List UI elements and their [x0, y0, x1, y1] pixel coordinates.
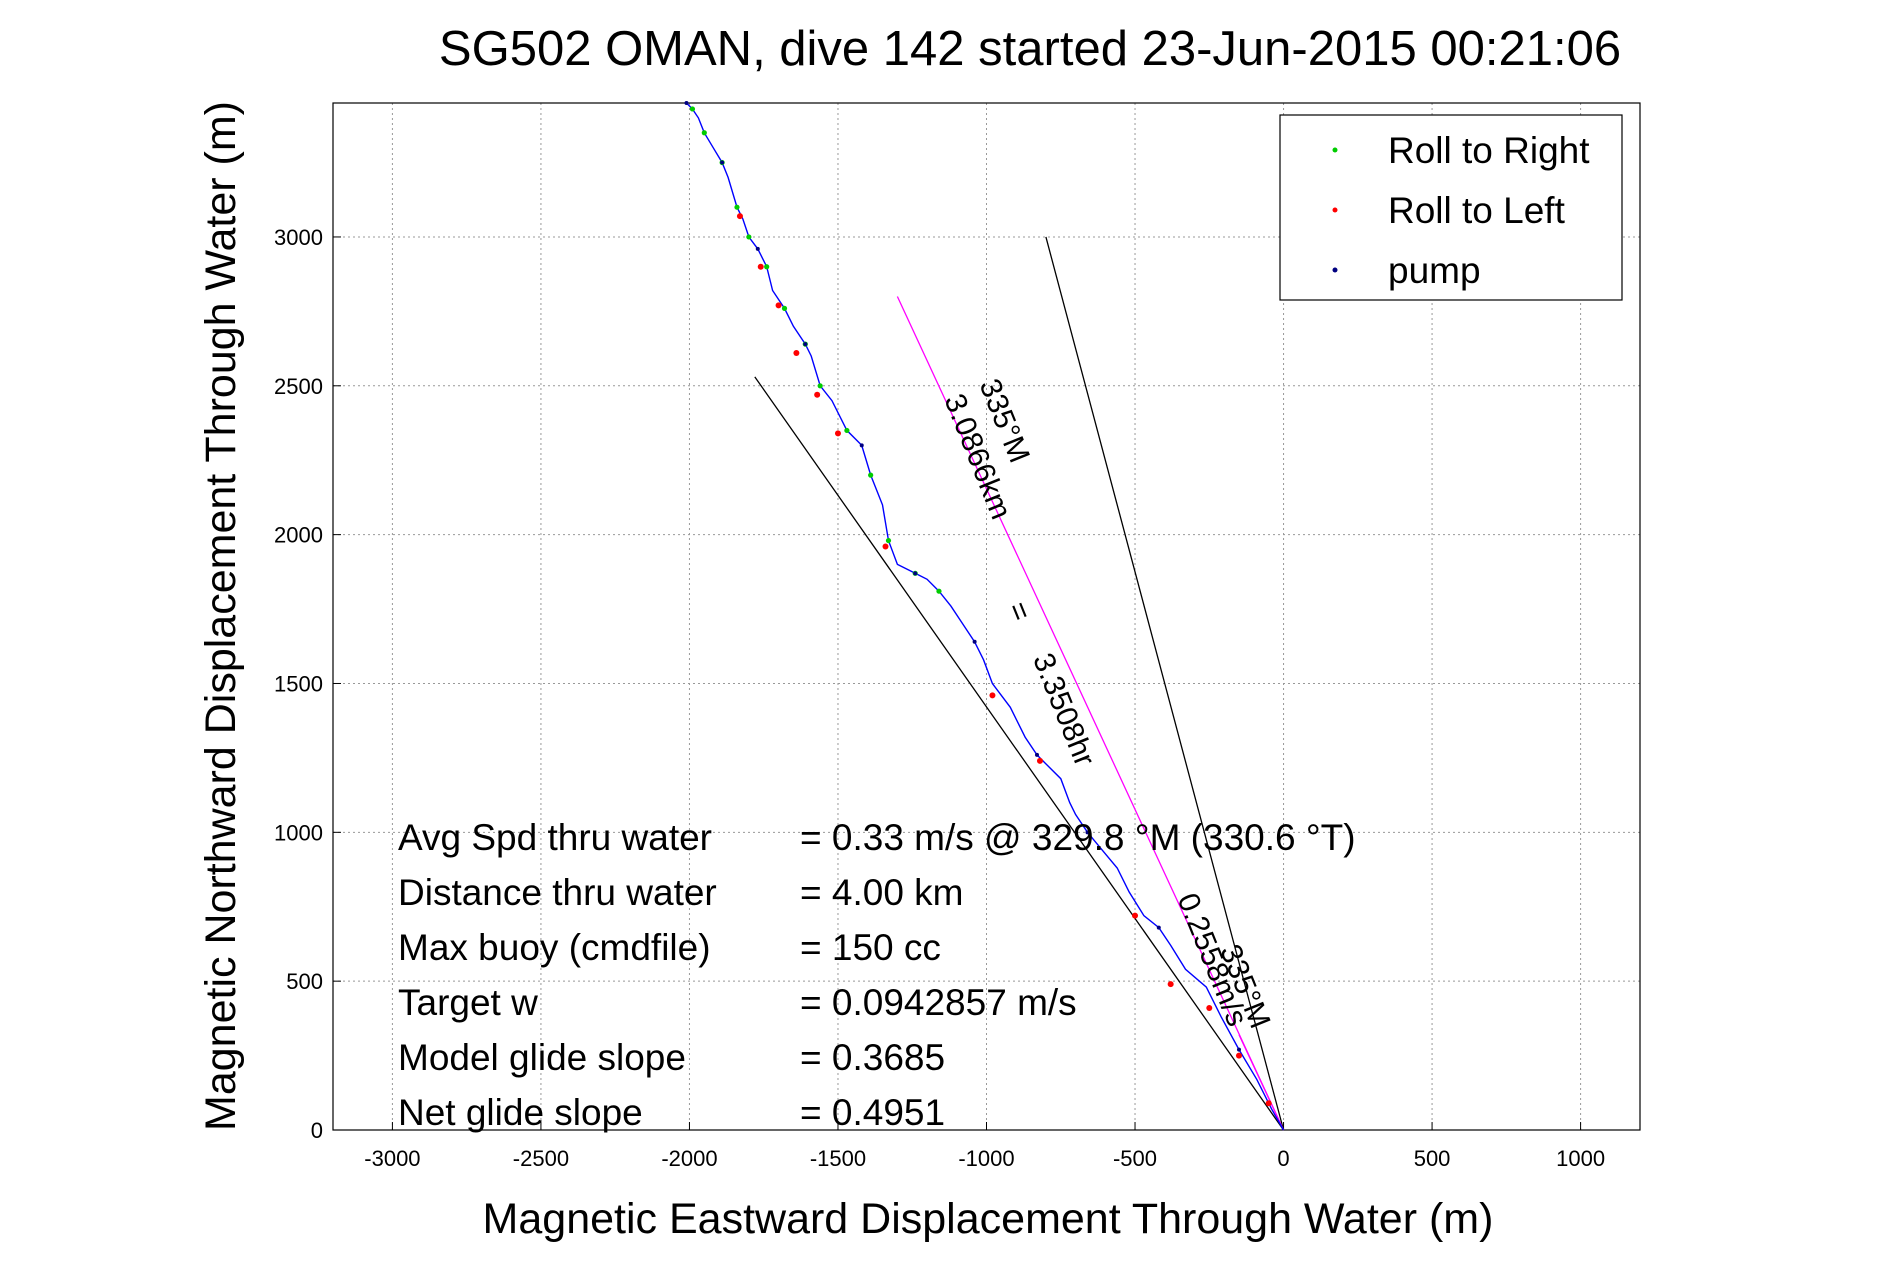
- pump-point: [1156, 925, 1161, 930]
- x-tick-label: 1000: [1556, 1146, 1605, 1171]
- y-tick-label: 1500: [274, 671, 323, 696]
- y-axis-label: Magnetic Northward Displacement Through …: [197, 101, 245, 1131]
- stats-label: Max buoy (cmdfile): [398, 927, 711, 968]
- stats-value: = 4.00 km: [800, 872, 964, 913]
- roll-right-point: [701, 130, 707, 136]
- pump-point: [755, 246, 760, 251]
- roll-right-point: [844, 427, 850, 434]
- roll-left-point: [1235, 1052, 1242, 1059]
- roll-left-point: [757, 263, 764, 270]
- pump-point: [720, 160, 725, 165]
- y-tick-label: 0: [311, 1118, 323, 1143]
- x-tick-label: -500: [1113, 1146, 1157, 1171]
- roll-left-point: [793, 350, 800, 357]
- rotated-annotation-label: =: [1000, 597, 1037, 626]
- stats-value: = 0.33 m/s @ 329.8 °M (330.6 °T): [800, 817, 1356, 858]
- legend-marker: [1332, 147, 1338, 153]
- roll-left-point: [989, 692, 996, 699]
- x-tick-label: -1500: [810, 1146, 866, 1171]
- rotated-annotation-label: 3.3508hr: [1026, 649, 1101, 771]
- roll-right-point: [781, 305, 788, 311]
- roll-left-point: [814, 391, 821, 398]
- stats-label: Model glide slope: [398, 1037, 686, 1078]
- legend-marker: [1332, 207, 1338, 213]
- pump-point: [972, 639, 977, 644]
- axis-ticks: -3000 -2500 -2000 -1500 -1000 -500 0 500 1000 0 50…: [274, 225, 1605, 1171]
- stats-label: Target w: [398, 982, 538, 1023]
- roll-right-point: [746, 234, 752, 240]
- stats-label: Avg Spd thru water: [398, 817, 712, 858]
- roll-right-point: [936, 588, 942, 594]
- pump-point: [1034, 752, 1039, 757]
- annotation-line: [1045, 236, 1285, 1131]
- stats-label: Distance thru water: [398, 872, 717, 913]
- y-tick-label: 2500: [274, 374, 323, 399]
- y-tick-label: 3000: [274, 225, 323, 250]
- roll-left-point: [1132, 912, 1139, 919]
- stats-value: = 0.3685: [800, 1037, 945, 1078]
- x-tick-label: 0: [1277, 1146, 1289, 1171]
- roll-left-point: [1265, 1100, 1272, 1107]
- annotation-line: [896, 296, 1285, 1131]
- x-axis-label: Magnetic Eastward Displacement Through W…: [483, 1195, 1494, 1243]
- roll-left-point: [736, 213, 743, 220]
- stats-label: Net glide slope: [398, 1092, 643, 1133]
- chart-title: SG502 OMAN, dive 142 started 23-Jun-2015…: [439, 22, 1621, 76]
- stats-value: = 0.0942857 m/s: [800, 982, 1077, 1023]
- roll-left-point: [1036, 757, 1043, 764]
- pump-point: [859, 443, 864, 448]
- pump-point: [1236, 1047, 1241, 1052]
- roll-right-point: [764, 264, 770, 270]
- annotation-line: [1238, 1034, 1285, 1131]
- stats-value: = 150 cc: [800, 927, 941, 968]
- pump-point: [803, 342, 808, 347]
- y-tick-label: 500: [286, 969, 323, 994]
- roll-left-point: [882, 543, 889, 550]
- pump-point: [913, 571, 918, 576]
- roll-right-point: [734, 204, 740, 210]
- roll-left-point: [1167, 981, 1174, 988]
- roll-right-point: [868, 472, 874, 478]
- stats-block: Avg Spd thru water = 0.33 m/s @ 329.8 °M …: [398, 817, 1356, 1133]
- roll-right-point: [689, 106, 696, 112]
- track-line: [686, 102, 1285, 1131]
- legend: Roll to Right Roll to Left pump: [1279, 114, 1623, 301]
- annotation-line: [754, 376, 1285, 1131]
- y-tick-label: 1000: [274, 820, 323, 845]
- x-tick-label: -1000: [958, 1146, 1014, 1171]
- x-tick-label: -3000: [364, 1146, 420, 1171]
- legend-label: Roll to Right: [1388, 130, 1590, 171]
- x-tick-label: -2000: [661, 1146, 717, 1171]
- x-tick-label: -2500: [513, 1146, 569, 1171]
- pump-point: [684, 101, 689, 105]
- roll-left-point: [834, 430, 841, 437]
- legend-marker: [1332, 267, 1338, 273]
- stats-value: = 0.4951: [800, 1092, 945, 1133]
- y-tick-label: 2000: [274, 523, 323, 548]
- roll-right-point: [885, 537, 892, 544]
- roll-left-point: [1206, 1004, 1213, 1011]
- pump-point: [1085, 830, 1090, 835]
- x-tick-label: 500: [1414, 1146, 1451, 1171]
- dive-track: [684, 101, 1285, 1131]
- roll-left-point: [775, 302, 782, 309]
- legend-label: pump: [1388, 250, 1481, 291]
- legend-label: Roll to Left: [1388, 190, 1566, 231]
- annotation-lines: [754, 236, 1285, 1131]
- roll-right-point: [817, 383, 823, 389]
